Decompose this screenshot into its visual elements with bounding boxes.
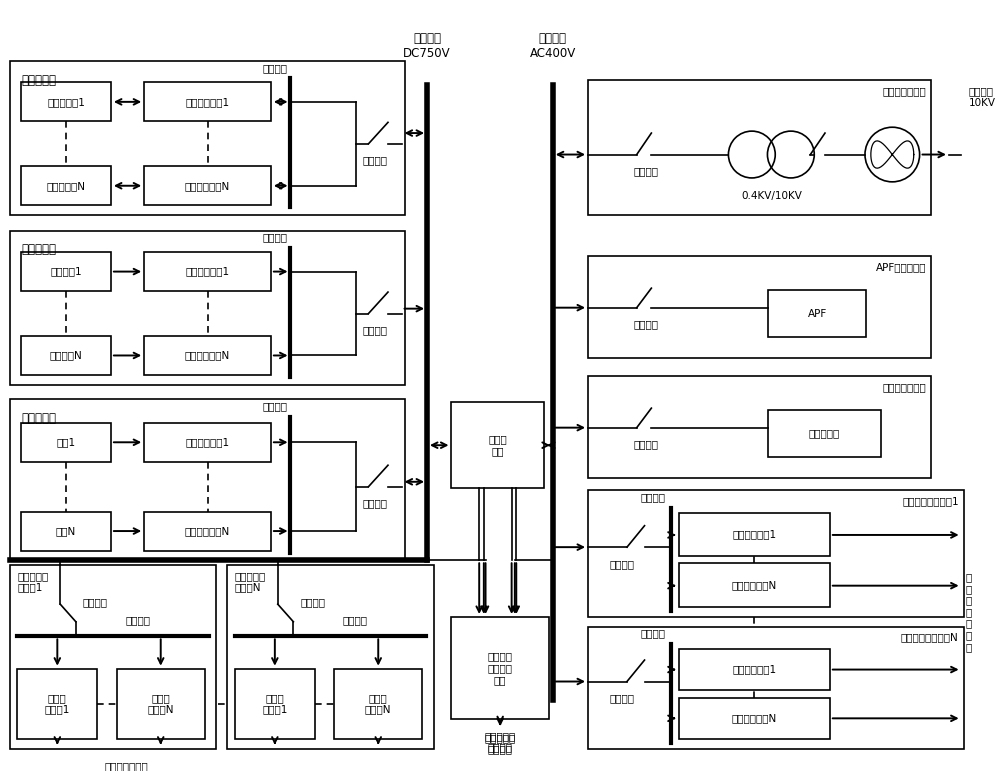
Text: 光伏组串N: 光伏组串N [50, 351, 82, 361]
Text: 储能双向模块1: 储能双向模块1 [185, 97, 230, 107]
Text: 直流母线
DC750V: 直流母线 DC750V [403, 32, 451, 60]
Text: 直流充
电模块N: 直流充 电模块N [147, 693, 174, 715]
Text: 交流母线
AC400V: 交流母线 AC400V [530, 32, 576, 60]
Text: 内部母线: 内部母线 [262, 233, 287, 243]
Text: 快速开关: 快速开关 [610, 559, 635, 569]
Text: 交流充电机子系统N: 交流充电机子系统N [901, 632, 959, 642]
Text: 快速开关: 快速开关 [634, 167, 659, 177]
Text: 柴发接入子系统: 柴发接入子系统 [883, 382, 926, 392]
Text: 市电接入子系统: 市电接入子系统 [883, 86, 926, 96]
Text: 快速开关: 快速开关 [300, 598, 325, 608]
Text: 直流充
电模块1: 直流充 电模块1 [45, 693, 70, 715]
Bar [679, 564, 830, 607]
Bar [144, 336, 271, 375]
Text: 公共电网
10KV: 公共电网 10KV [968, 86, 995, 108]
Bar [10, 565, 216, 749]
Text: 光伏输入模块1: 光伏输入模块1 [185, 267, 230, 277]
Text: 至直流充电接口: 至直流充电接口 [105, 761, 148, 771]
Text: 至控制系统
电源接口: 至控制系统 电源接口 [485, 731, 516, 752]
Bar [144, 423, 271, 462]
Text: 至
交
流
充
电
接
口: 至 交 流 充 电 接 口 [965, 572, 972, 651]
Text: 快速开关: 快速开关 [363, 325, 388, 335]
Bar [588, 490, 964, 617]
Text: 交流充电模块1: 交流充电模块1 [732, 530, 776, 540]
Bar [588, 627, 964, 749]
Text: 光伏子系统: 光伏子系统 [21, 244, 56, 256]
Text: 储能子系统: 储能子系统 [21, 73, 56, 86]
Text: APF接入子系统: APF接入子系统 [876, 262, 926, 272]
Bar [235, 668, 315, 739]
Text: 站内控制
系统电源
模块: 站内控制 系统电源 模块 [488, 651, 513, 685]
Text: 交流充电机子系统1: 交流充电机子系统1 [902, 496, 959, 506]
Text: 直流充电机
子系统N: 直流充电机 子系统N [235, 571, 266, 593]
Bar [21, 167, 111, 205]
Bar [588, 256, 931, 359]
Text: 快速开关: 快速开关 [363, 498, 388, 508]
Text: 0.4KV/10KV: 0.4KV/10KV [741, 191, 802, 201]
Bar [768, 410, 881, 457]
Text: 储能双向模块N: 储能双向模块N [185, 180, 230, 190]
Text: 交流充电模块N: 交流充电模块N [732, 581, 777, 590]
Text: 内部母线: 内部母线 [641, 628, 666, 638]
Text: 风机1: 风机1 [57, 437, 76, 447]
Bar [588, 376, 931, 478]
Text: 柴油发电机: 柴油发电机 [809, 429, 840, 439]
Bar [21, 82, 111, 121]
Text: 光伏组串1: 光伏组串1 [50, 267, 82, 277]
Text: 内部母线: 内部母线 [125, 616, 150, 626]
Bar [679, 698, 830, 739]
Text: 内部母线: 内部母线 [641, 492, 666, 502]
Bar [10, 61, 405, 215]
Text: 双向变
流器: 双向变 流器 [488, 434, 507, 456]
Bar [21, 336, 111, 375]
Text: 交流充电模块N: 交流充电模块N [732, 713, 777, 723]
Bar [679, 649, 830, 690]
Text: 至控制系统
电源接口: 至控制系统 电源接口 [485, 733, 516, 755]
Bar [451, 402, 544, 488]
Text: 风电输入模块1: 风电输入模块1 [185, 437, 230, 447]
Text: 光伏输入模块N: 光伏输入模块N [185, 351, 230, 361]
Text: 直流充
电模块1: 直流充 电模块1 [262, 693, 288, 715]
Text: 风电输入模块N: 风电输入模块N [185, 526, 230, 536]
Text: 储能元件组N: 储能元件组N [47, 180, 86, 190]
Text: 内部母线: 内部母线 [343, 616, 368, 626]
Text: 快速开关: 快速开关 [610, 693, 635, 703]
Text: 快速开关: 快速开关 [83, 598, 108, 608]
Bar [117, 668, 205, 739]
Text: 内部母线: 内部母线 [262, 402, 287, 411]
Bar [144, 511, 271, 550]
Bar [21, 511, 111, 550]
Bar [10, 231, 405, 385]
Bar [144, 167, 271, 205]
Bar [144, 82, 271, 121]
Bar [21, 252, 111, 291]
Bar [588, 80, 931, 215]
Text: 风电子系统: 风电子系统 [21, 412, 56, 425]
Bar [451, 617, 549, 719]
Bar [10, 399, 405, 561]
Bar [21, 423, 111, 462]
Bar [768, 290, 866, 337]
Text: APF: APF [808, 308, 827, 318]
Text: 快速开关: 快速开关 [363, 156, 388, 166]
Bar [17, 668, 97, 739]
Bar [227, 565, 434, 749]
Text: 直流充
电模块N: 直流充 电模块N [365, 693, 391, 715]
Bar [144, 252, 271, 291]
Bar [334, 668, 422, 739]
Text: 直流充电机
子系统1: 直流充电机 子系统1 [17, 571, 49, 593]
Text: 内部母线: 内部母线 [262, 63, 287, 72]
Text: 风机N: 风机N [56, 526, 76, 536]
Bar [679, 513, 830, 557]
Text: 快速开关: 快速开关 [634, 439, 659, 449]
Text: 快速开关: 快速开关 [634, 319, 659, 329]
Text: 交流充电模块1: 交流充电模块1 [732, 665, 776, 675]
Text: 储能元件组1: 储能元件组1 [47, 97, 85, 107]
